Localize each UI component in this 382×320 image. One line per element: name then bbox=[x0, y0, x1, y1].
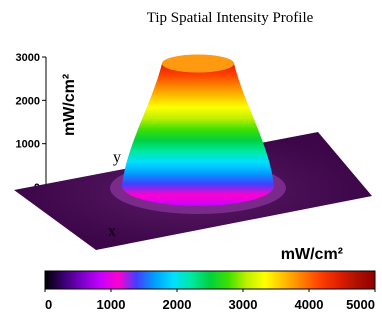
colorbar-ticks: 0 1000 2000 3000 4000 5000 bbox=[44, 289, 376, 312]
peak-plateau bbox=[162, 54, 234, 73]
colorbar-tick-label: 1000 bbox=[97, 297, 126, 312]
colorbar-tick-label: 0 bbox=[45, 297, 52, 312]
z-axis-label: mW/cm² bbox=[61, 74, 78, 136]
intensity-peak bbox=[110, 54, 286, 214]
z-tick-label: 2000 bbox=[16, 95, 40, 107]
z-tick-label: 1000 bbox=[16, 139, 40, 151]
peak-body bbox=[122, 63, 274, 206]
colorbar-tick-label: 5000 bbox=[346, 297, 375, 312]
x-axis-label: x bbox=[108, 223, 116, 240]
colorbar bbox=[44, 270, 376, 290]
y-axis-label: y bbox=[113, 149, 121, 166]
colorbar-label: mW/cm² bbox=[281, 246, 343, 263]
colorbar-tick-label: 2000 bbox=[163, 297, 192, 312]
colorbar-tick-label: 3000 bbox=[229, 297, 258, 312]
z-tick-label: 3000 bbox=[16, 52, 40, 64]
chart-title: Tip Spatial Intensity Profile bbox=[147, 10, 314, 26]
colorbar-tick-label: 4000 bbox=[295, 297, 324, 312]
